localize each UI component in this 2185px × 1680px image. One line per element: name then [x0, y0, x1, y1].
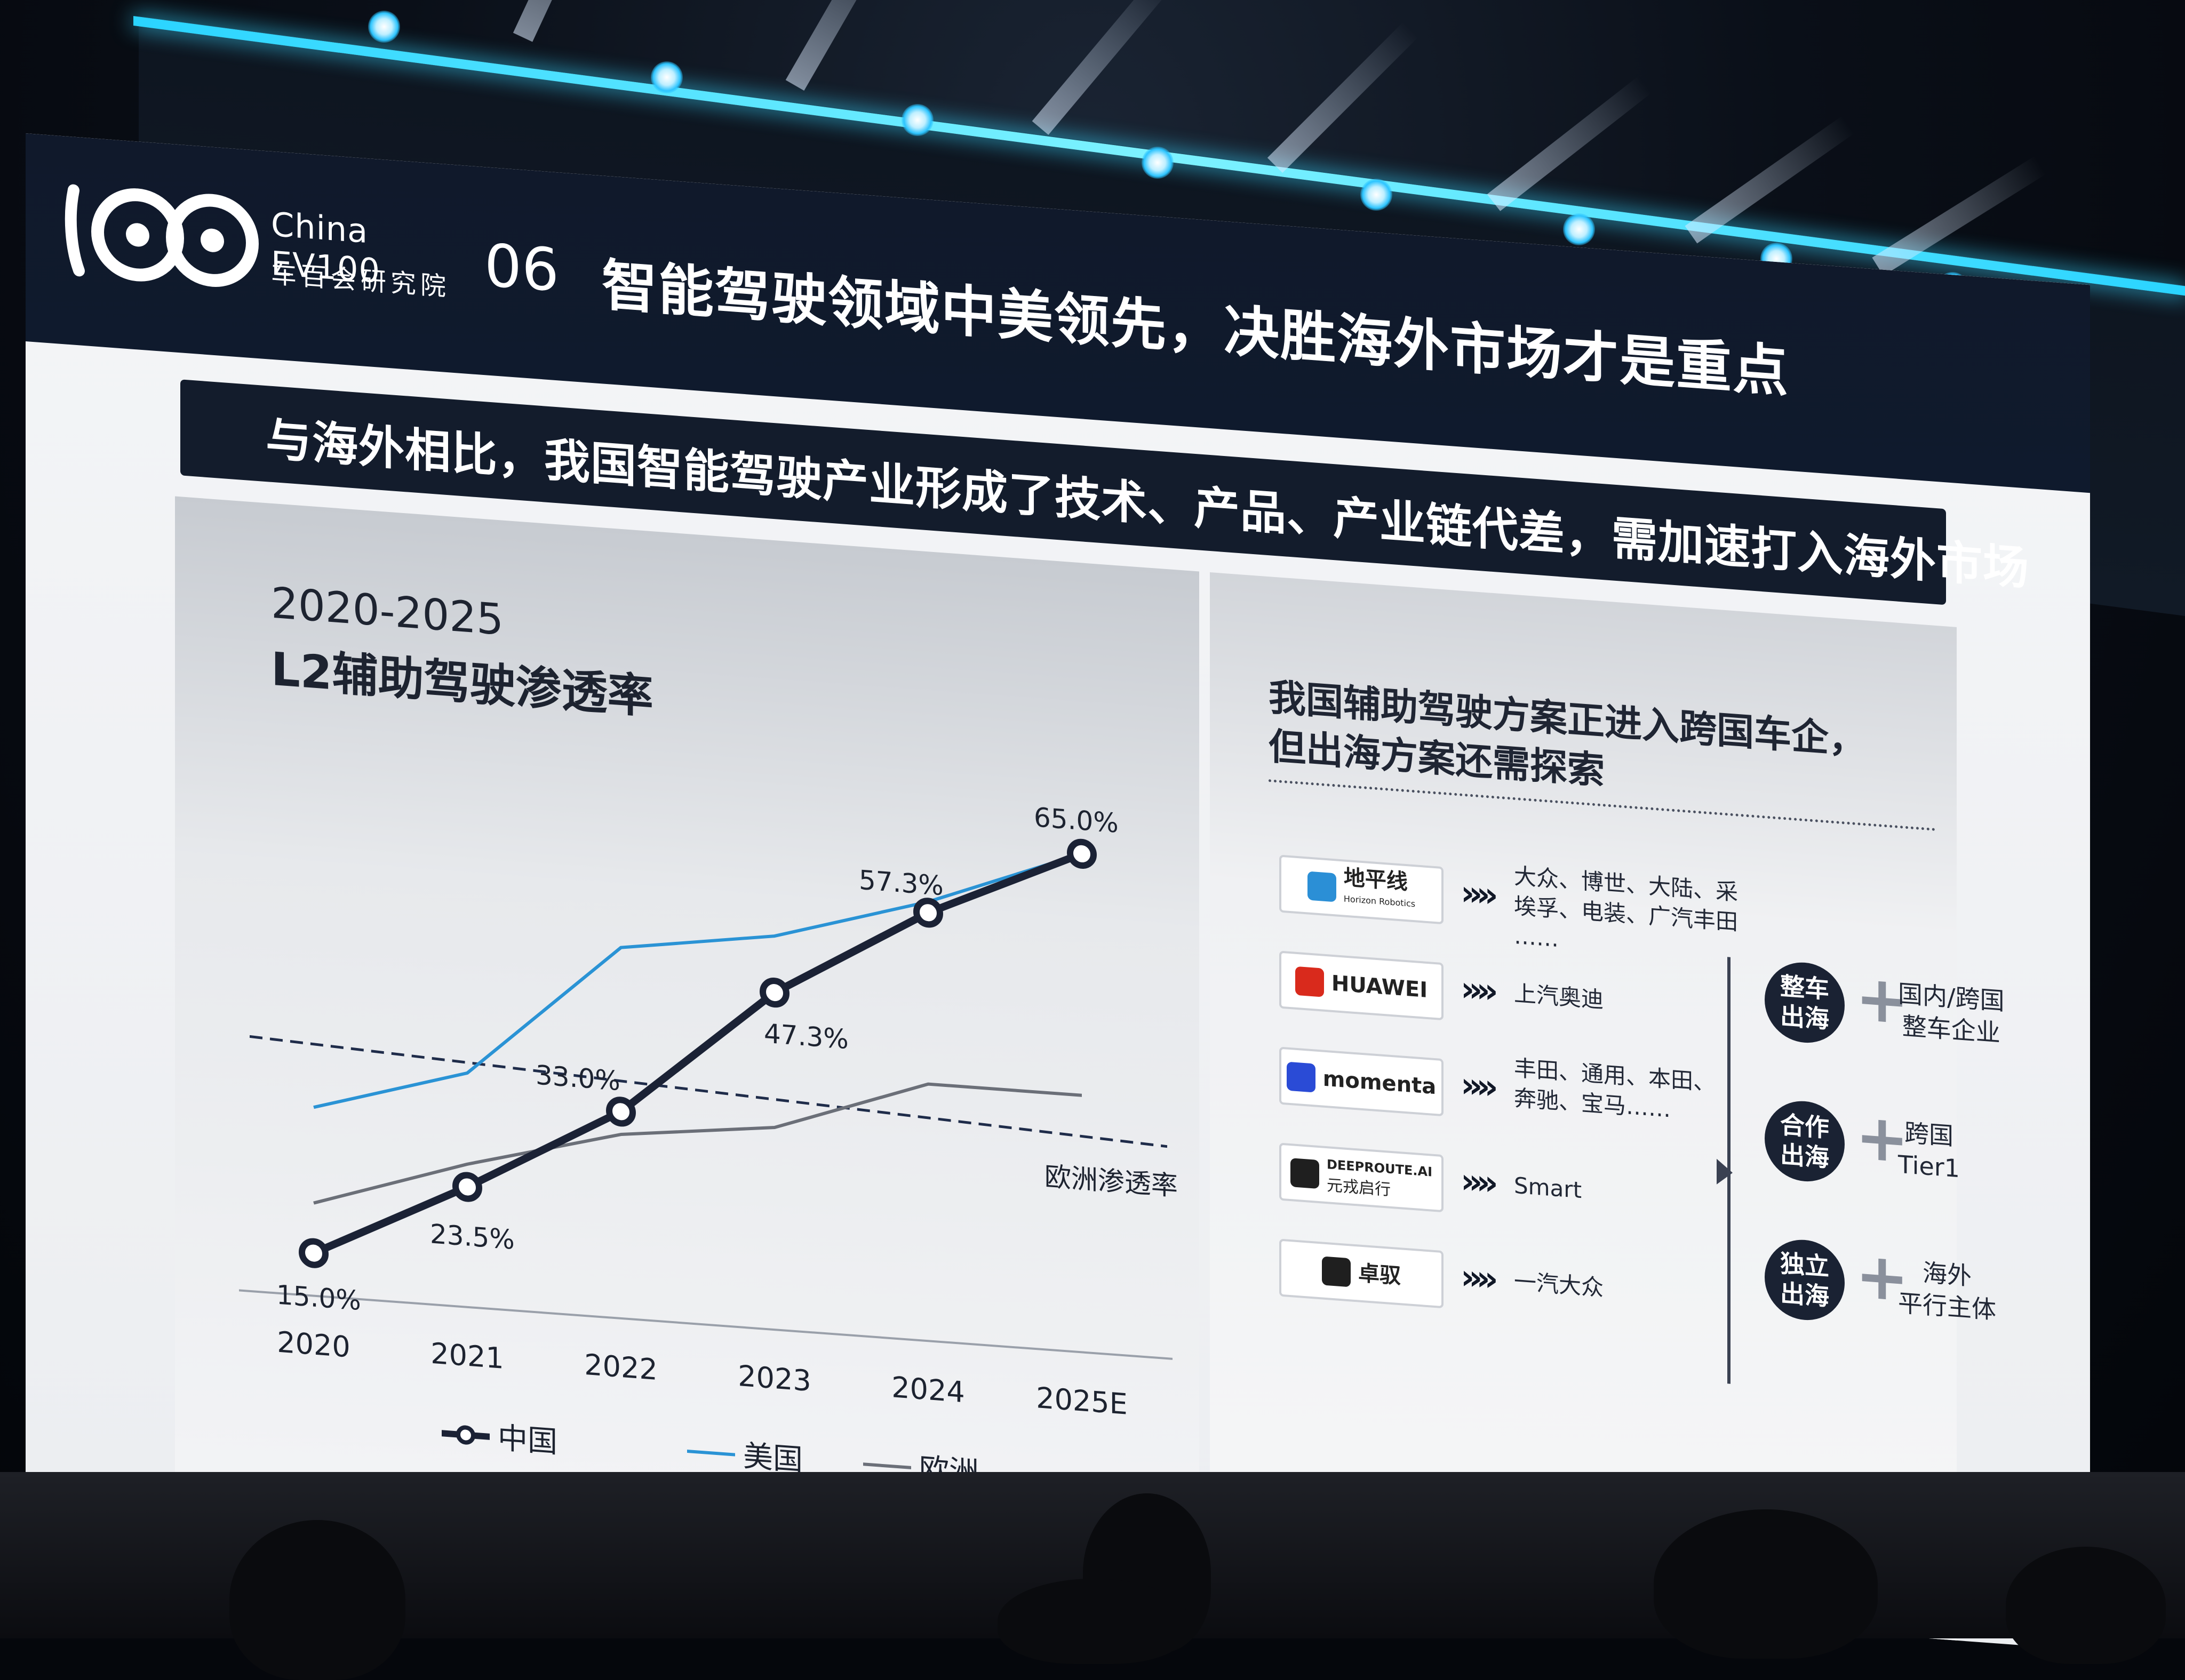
legend-swatch [687, 1450, 735, 1457]
deeproute-icon [1290, 1158, 1319, 1189]
supplier-logo: momenta [1279, 1046, 1444, 1117]
stage-light [1563, 213, 1595, 245]
customer-line: Smart [1514, 1172, 1582, 1204]
mode-circle-text: 出海 [1780, 1140, 1829, 1173]
europe-reference-line [249, 1035, 1168, 1148]
mode-circle-text: 合作 [1780, 1110, 1829, 1143]
x-tick-label: 2023 [738, 1359, 811, 1398]
supplier-logo: DEEPROUTE.AI 元戎启行 [1279, 1142, 1444, 1213]
supplier-customers: 大众、博世、大陆、采 埃孚、电装、广汽丰田…… [1514, 861, 1738, 967]
mode-circle-text: 出海 [1780, 1001, 1829, 1034]
stage-light [902, 104, 934, 136]
mode-description-line: Tier1 [1898, 1149, 1960, 1183]
chevron-right-icon: »» [1461, 873, 1492, 915]
x-tick-label: 2020 [277, 1325, 350, 1364]
stage-light [651, 61, 683, 93]
series-line-1 [313, 852, 1083, 1109]
china-data-point [452, 1172, 482, 1202]
mode-description-line: 跨国 [1904, 1118, 1953, 1151]
audience-head [2006, 1547, 2166, 1664]
audience-head [1654, 1509, 1878, 1659]
china-data-label: 47.3% [764, 1018, 849, 1055]
zhuoyu-icon [1322, 1256, 1351, 1287]
supplier-logo: HUAWEI [1279, 950, 1444, 1021]
mode-circle-text: 出海 [1780, 1278, 1829, 1311]
china-data-point [1067, 838, 1097, 869]
supplier-logo: 卓驭 [1279, 1238, 1444, 1309]
mode-description: 国内/跨国 整车企业 [1898, 978, 2005, 1050]
mode-circle-text: 独立 [1780, 1249, 1829, 1282]
x-tick-label: 2021 [430, 1337, 504, 1375]
x-tick-label: 2025E [1036, 1381, 1128, 1421]
china-data-label: 23.5% [430, 1218, 515, 1255]
reference-line-label: 欧洲渗透率 [1044, 1161, 1178, 1202]
mode-description: 海外 平行主体 [1898, 1255, 1996, 1326]
chinaev100-logo: China EV100 车百会研究院 [58, 167, 463, 325]
huawei-icon [1295, 966, 1324, 997]
supplier-logo: 地平线 Horizon Robotics [1279, 854, 1444, 925]
china-data-label: 33.0% [536, 1060, 620, 1097]
stage-light [368, 11, 400, 43]
chevron-right-icon: »» [1461, 1257, 1492, 1299]
audience-head [229, 1520, 405, 1680]
china-data-point [299, 1238, 329, 1268]
chevron-right-icon: »» [1461, 1161, 1492, 1203]
bracket-arrow [1717, 1158, 1733, 1186]
momenta-icon [1286, 1061, 1315, 1093]
supplier-name: momenta [1322, 1066, 1437, 1100]
china-data-point [760, 977, 790, 1008]
china-data-label: 57.3% [859, 865, 944, 902]
series-line-0 [312, 850, 1083, 1257]
stage-light [1360, 179, 1392, 211]
logo-rings-icon [65, 184, 259, 287]
horizon-icon [1307, 871, 1336, 902]
line-chart: 欧洲渗透率 15.0% 23.5% 33.0% 47.3% 57.3% 65.0% 2020 2… [239, 802, 1178, 1491]
x-tick-label: 2022 [584, 1348, 657, 1387]
audience-head [998, 1579, 1190, 1664]
legend-label: 中国 [498, 1421, 557, 1460]
x-tick-label: 2024 [891, 1370, 964, 1409]
supplier-name: 卓驭 [1358, 1261, 1401, 1289]
supplier-customers: Smart [1514, 1171, 1582, 1205]
x-axis [239, 1289, 1173, 1360]
mode-description: 跨国 Tier1 [1898, 1116, 1960, 1185]
china-data-label: 65.0% [1034, 802, 1119, 839]
supplier-name: HUAWEI [1331, 971, 1428, 1003]
series-line-2 [313, 1082, 1082, 1205]
mode-circle-text: 整车 [1780, 971, 1829, 1004]
projection-screen: China EV100 车百会研究院 06 智能驾驶领域中美领先，决胜海外市场才… [26, 133, 2090, 1651]
supplier-subname: Horizon Robotics [1343, 893, 1416, 909]
legend-label: 美国 [743, 1439, 803, 1478]
chevron-right-icon: »» [1461, 1065, 1492, 1107]
legend-swatch [863, 1462, 911, 1469]
china-data-label: 15.0% [276, 1279, 361, 1317]
legend-marker [456, 1425, 475, 1445]
china-data-point [913, 898, 943, 928]
stage-light [1142, 147, 1174, 179]
chevron-right-icon: »» [1461, 969, 1492, 1011]
china-data-point [606, 1097, 636, 1127]
